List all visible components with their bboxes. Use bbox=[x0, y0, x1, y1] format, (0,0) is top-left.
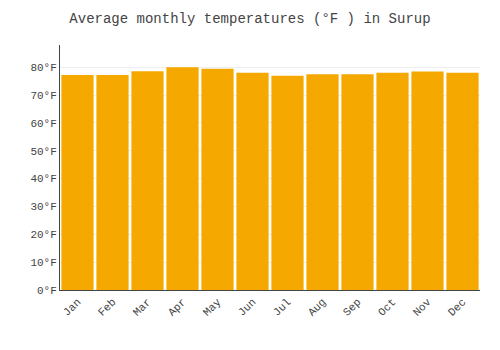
svg-text:80°F: 80°F bbox=[30, 62, 56, 74]
svg-text:Jul: Jul bbox=[271, 296, 293, 318]
svg-text:30°F: 30°F bbox=[30, 201, 56, 213]
svg-text:Feb: Feb bbox=[96, 296, 118, 318]
svg-text:Average monthly temperatures (: Average monthly temperatures (°F ) in Su… bbox=[69, 11, 430, 27]
svg-text:Mar: Mar bbox=[131, 296, 153, 318]
svg-text:50°F: 50°F bbox=[30, 146, 56, 158]
svg-text:Sep: Sep bbox=[341, 296, 363, 318]
svg-text:Aug: Aug bbox=[306, 296, 328, 318]
svg-text:10°F: 10°F bbox=[30, 257, 56, 269]
svg-text:0°F: 0°F bbox=[37, 285, 57, 297]
svg-text:60°F: 60°F bbox=[30, 118, 56, 130]
svg-text:Apr: Apr bbox=[166, 296, 188, 318]
svg-text:40°F: 40°F bbox=[30, 173, 56, 185]
svg-text:Oct: Oct bbox=[376, 296, 398, 318]
svg-text:20°F: 20°F bbox=[30, 229, 56, 241]
svg-text:May: May bbox=[201, 296, 224, 319]
svg-text:70°F: 70°F bbox=[30, 90, 56, 102]
svg-text:Jan: Jan bbox=[61, 296, 83, 318]
svg-text:Jun: Jun bbox=[236, 296, 258, 318]
svg-text:Dec: Dec bbox=[446, 296, 468, 318]
svg-text:Nov: Nov bbox=[411, 296, 434, 319]
